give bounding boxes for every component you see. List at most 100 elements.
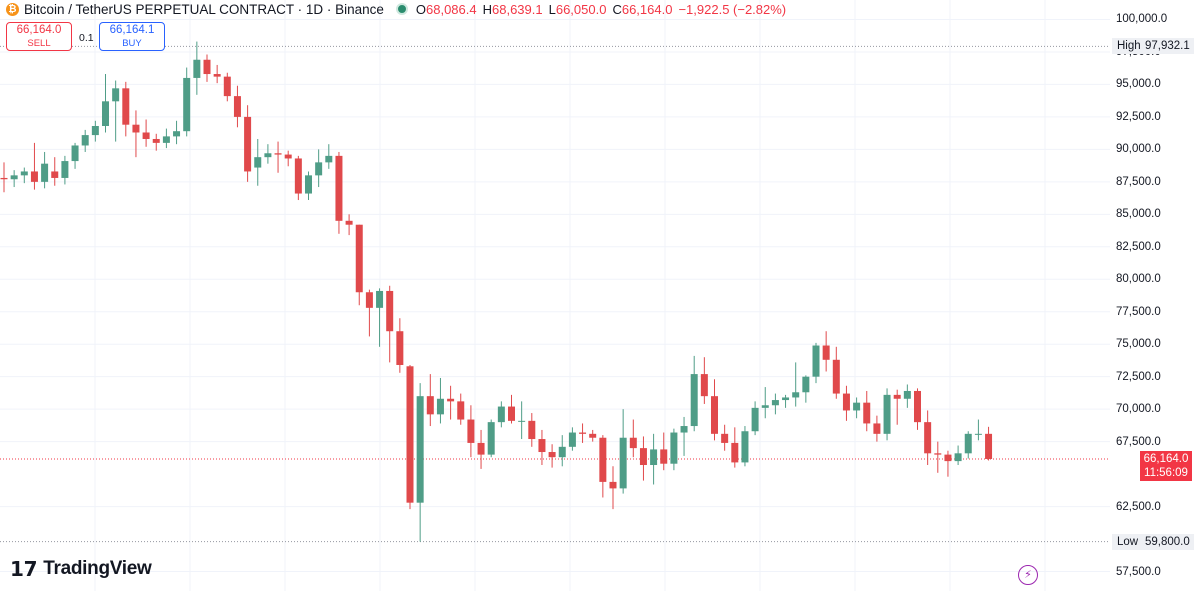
candle-body xyxy=(426,396,434,415)
candle-body xyxy=(91,125,99,136)
candle-body xyxy=(741,431,749,463)
symbol-legend[interactable]: ₿ Bitcoin / TetherUS PERPETUAL CONTRACT … xyxy=(6,0,786,18)
candle xyxy=(152,133,160,151)
candle-body xyxy=(264,153,272,158)
price-tick-label: 67,500.0 xyxy=(1116,435,1161,448)
price-tick-label: 92,500.0 xyxy=(1116,110,1161,123)
candle xyxy=(41,151,49,189)
candle-body xyxy=(568,432,576,447)
candle xyxy=(650,433,658,485)
candle xyxy=(305,171,312,201)
candle xyxy=(335,151,343,234)
buy-button[interactable]: 66,164.1 BUY xyxy=(99,22,165,51)
candle xyxy=(193,41,201,95)
candle-body xyxy=(416,396,424,503)
candle-body xyxy=(853,402,861,411)
candle-body xyxy=(589,433,597,438)
candle-body xyxy=(345,220,353,225)
candle-body xyxy=(294,158,302,194)
candle-body xyxy=(10,175,18,180)
candle xyxy=(386,285,394,363)
candle-body xyxy=(680,426,688,433)
candle-body xyxy=(41,163,49,182)
close-value: 66,164.0 xyxy=(621,1,673,17)
candle xyxy=(883,388,891,441)
symbol-title[interactable]: Bitcoin / TetherUS PERPETUAL CONTRACT · … xyxy=(24,1,384,17)
price-tick-label: 75,000.0 xyxy=(1116,338,1161,351)
candle xyxy=(102,74,109,133)
candle-body xyxy=(985,433,993,459)
candle-body xyxy=(954,453,962,462)
candle-body xyxy=(751,407,759,432)
candle xyxy=(822,331,830,372)
candle xyxy=(325,144,333,169)
price-tick-label: 72,500.0 xyxy=(1116,370,1161,383)
candle-body xyxy=(457,401,465,420)
candle xyxy=(751,401,759,436)
candle xyxy=(711,379,718,441)
last-price-tag: 66,164.0 11:56:09 xyxy=(1140,450,1192,481)
order-quantity[interactable]: 0.1 xyxy=(79,32,94,44)
candle xyxy=(365,289,373,337)
low-tag-value: 59,800.0 xyxy=(1140,533,1194,550)
price-tick-label: 80,000.0 xyxy=(1116,273,1161,286)
candle xyxy=(122,81,130,137)
candle-body xyxy=(650,449,658,466)
candle xyxy=(91,120,99,142)
candle-body xyxy=(436,398,444,415)
candle xyxy=(639,436,647,481)
sell-price: 66,164.0 xyxy=(16,24,62,36)
candle-body xyxy=(81,135,89,146)
candle xyxy=(457,393,465,425)
candle xyxy=(132,110,140,158)
sell-label: SELL xyxy=(27,38,51,49)
candle-body xyxy=(934,453,942,455)
candle-body xyxy=(0,177,8,180)
candle-body xyxy=(873,423,881,434)
high-tag-label: High xyxy=(1117,40,1141,53)
candle-body xyxy=(518,420,526,422)
lightning-icon[interactable]: ⚡ xyxy=(1018,565,1038,585)
candle xyxy=(487,419,495,458)
candle-body xyxy=(832,359,840,394)
bitcoin-icon: ₿ xyxy=(6,2,19,16)
candle xyxy=(944,450,952,477)
candle-body xyxy=(112,88,120,102)
candle xyxy=(0,162,8,193)
candle xyxy=(244,105,252,182)
high-tag-value-text: 97,932.1 xyxy=(1145,40,1190,53)
candle xyxy=(51,157,59,186)
candle xyxy=(903,384,911,408)
candle-body xyxy=(974,433,982,435)
candle xyxy=(436,377,444,424)
candle xyxy=(162,128,170,149)
tradingview-logo[interactable]: 17 TradingView xyxy=(10,557,152,581)
candle-body xyxy=(690,374,698,427)
tradingview-logo-icon: 17 xyxy=(10,557,38,581)
candle xyxy=(863,390,871,432)
candle xyxy=(355,224,363,306)
open-value: 68,086.4 xyxy=(426,1,477,17)
low-label: L xyxy=(548,1,556,17)
candle xyxy=(700,357,708,404)
candle xyxy=(741,426,749,467)
candle-body xyxy=(579,432,587,434)
candle-body xyxy=(213,74,221,77)
candle-body xyxy=(599,437,607,482)
candle-body xyxy=(325,155,333,163)
candle xyxy=(690,355,698,432)
candlestick-series xyxy=(0,41,993,542)
candle xyxy=(538,429,546,466)
open-label: O xyxy=(415,1,426,17)
reference-lines xyxy=(0,45,1110,543)
candle-body xyxy=(244,116,252,172)
candle-body xyxy=(315,162,323,176)
candle-body xyxy=(924,422,932,454)
candle xyxy=(579,423,587,443)
buy-price: 66,164.1 xyxy=(109,24,155,36)
candle xyxy=(660,432,668,471)
candle xyxy=(223,72,231,102)
sell-button[interactable]: 66,164.0 SELL xyxy=(6,22,72,51)
candle-body xyxy=(508,406,515,421)
